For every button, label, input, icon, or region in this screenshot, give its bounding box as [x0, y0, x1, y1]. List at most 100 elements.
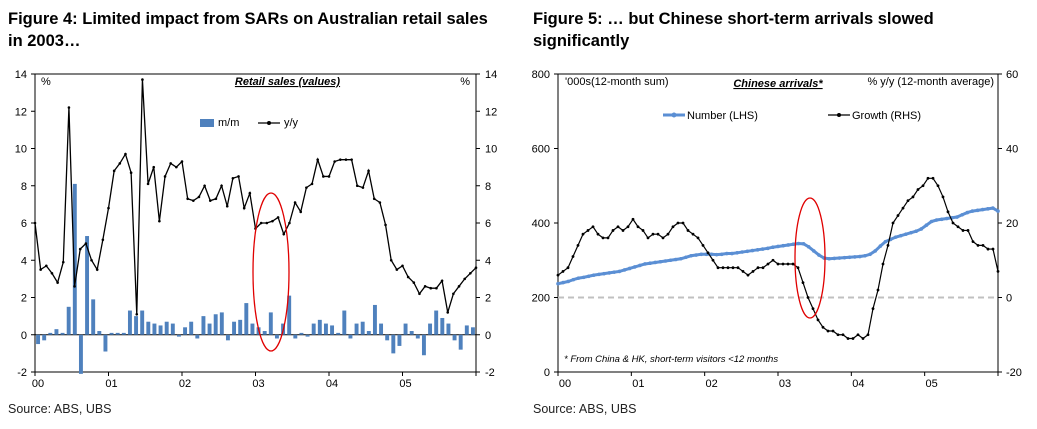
bar-m-m — [91, 299, 96, 335]
bar-m-m — [446, 323, 451, 335]
point-number — [684, 255, 688, 260]
bar-m-m — [207, 323, 212, 335]
point-growth — [866, 333, 870, 337]
left-y-tick-label: 0 — [544, 367, 550, 379]
left-axis-label: '000s(12-month sum) — [565, 76, 669, 88]
bar-m-m — [458, 334, 463, 350]
point-number — [975, 208, 980, 213]
bar-m-m — [238, 319, 243, 335]
bar-m-m — [219, 312, 224, 335]
point-growth — [896, 214, 900, 217]
bar-m-m — [464, 325, 469, 335]
right-y-tick-label: 60 — [1006, 69, 1018, 81]
point-y-y — [395, 268, 399, 271]
point-y-y — [406, 275, 410, 279]
point-y-y — [95, 268, 99, 271]
point-growth — [921, 184, 925, 188]
bar-m-m — [397, 334, 402, 346]
point-y-y — [276, 216, 280, 219]
point-growth — [851, 337, 855, 340]
point-y-y — [197, 195, 201, 199]
bar-m-m — [85, 236, 90, 335]
bar-m-m — [299, 332, 304, 335]
point-growth — [786, 262, 790, 266]
point-y-y — [169, 162, 172, 165]
point-growth — [966, 229, 970, 232]
point-number — [955, 215, 959, 219]
point-growth — [816, 318, 820, 322]
point-y-y — [90, 258, 93, 262]
point-growth — [671, 225, 675, 229]
point-number — [842, 255, 847, 260]
legend-label-number: Number (LHS) — [687, 110, 758, 122]
point-growth — [621, 229, 625, 232]
point-number — [689, 253, 693, 258]
point-number — [812, 249, 816, 253]
x-tick-label: 05 — [399, 378, 411, 390]
bar-m-m — [170, 323, 175, 335]
right-y-tick-label: 0 — [1006, 293, 1012, 305]
bar-m-m — [452, 334, 457, 341]
point-y-y — [225, 204, 229, 208]
bar-m-m — [354, 323, 359, 335]
point-growth — [661, 236, 665, 240]
point-number — [643, 262, 647, 266]
point-y-y — [412, 281, 416, 284]
point-growth — [876, 288, 880, 292]
point-growth — [916, 188, 920, 191]
point-growth — [556, 273, 560, 277]
point-number — [929, 219, 934, 224]
x-tick-label: 03 — [779, 378, 791, 390]
right-y-tick-label: 8 — [485, 181, 491, 193]
point-number — [965, 210, 970, 215]
point-y-y — [203, 184, 206, 188]
point-y-y — [440, 279, 444, 283]
point-y-y — [316, 158, 319, 161]
point-y-y — [423, 285, 427, 288]
point-number — [627, 266, 632, 271]
bar-m-m — [42, 334, 47, 341]
point-growth — [941, 195, 945, 199]
point-number — [980, 207, 985, 212]
point-growth — [741, 270, 745, 273]
point-y-y — [355, 184, 359, 188]
point-number — [561, 280, 565, 285]
point-growth — [981, 243, 985, 247]
point-y-y — [242, 206, 246, 210]
bar-m-m — [391, 334, 396, 354]
point-growth — [606, 236, 610, 240]
point-growth — [736, 266, 740, 270]
bar-m-m — [232, 321, 237, 335]
point-growth — [946, 210, 950, 214]
bar-m-m — [403, 323, 408, 335]
point-growth — [701, 243, 705, 247]
point-number — [970, 209, 975, 213]
point-growth — [716, 266, 720, 270]
point-growth — [726, 266, 730, 270]
point-y-y — [84, 242, 88, 245]
point-y-y — [146, 182, 150, 186]
left-y-tick-label: 400 — [532, 218, 550, 230]
point-y-y — [237, 175, 240, 178]
point-y-y — [293, 201, 297, 204]
point-y-y — [118, 162, 122, 165]
point-number — [898, 233, 903, 238]
left-y-tick-label: -2 — [17, 367, 27, 379]
line-y-y — [34, 79, 477, 315]
point-growth — [806, 296, 810, 299]
point-y-y — [305, 186, 308, 189]
point-number — [781, 243, 785, 248]
point-y-y — [339, 158, 342, 161]
point-number — [658, 259, 663, 264]
point-growth — [801, 281, 805, 284]
point-number — [648, 261, 652, 266]
point-growth — [651, 232, 655, 236]
point-number — [817, 253, 821, 257]
point-y-y — [271, 219, 274, 223]
point-number — [832, 256, 837, 261]
point-growth — [766, 262, 770, 266]
point-number — [638, 263, 642, 268]
point-number — [719, 252, 724, 257]
left-y-tick-label: 14 — [15, 69, 27, 81]
